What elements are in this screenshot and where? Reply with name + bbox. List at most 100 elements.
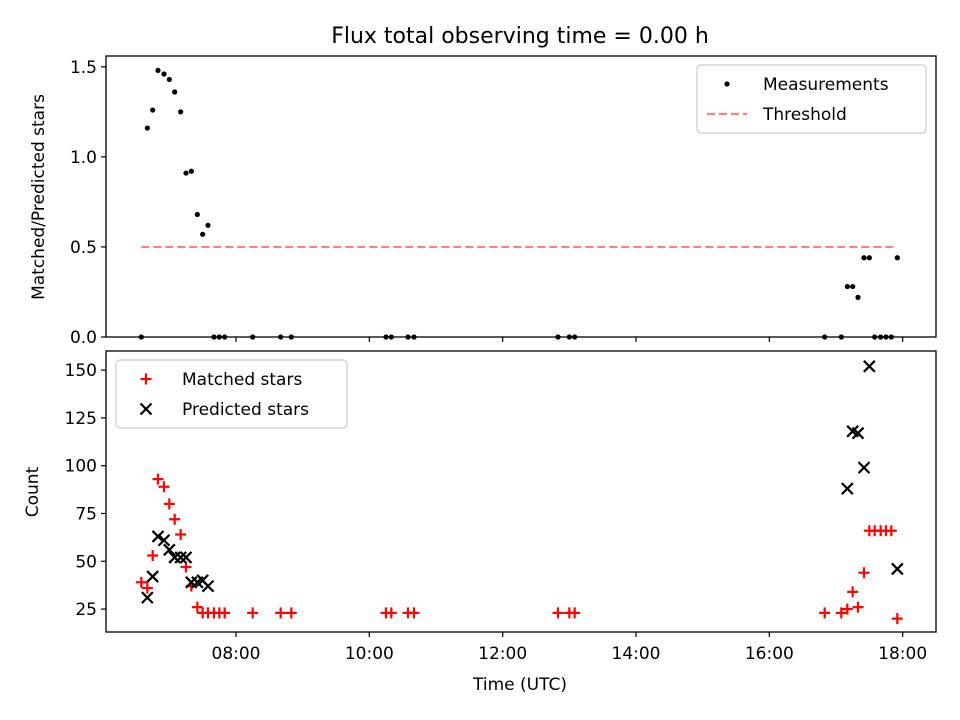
predicted-stars-point-b bbox=[141, 591, 154, 604]
measurements-point bbox=[200, 231, 206, 237]
measurements-point bbox=[150, 107, 156, 113]
bottom-xtick-label: 08:00 bbox=[212, 644, 261, 664]
predicted-stars-point-b bbox=[179, 551, 193, 564]
matched-stars-point bbox=[158, 481, 170, 493]
bottom-xtick-label: 16:00 bbox=[745, 644, 794, 664]
predicted-stars-point-b bbox=[863, 360, 876, 373]
bottom-xtick-label: 12:00 bbox=[478, 644, 527, 664]
matched-stars-point bbox=[180, 561, 192, 573]
bottom-panel: 25 50 75 100 125 150 08:00 10:00 12:00 14:00 16:00… bbox=[65, 350, 937, 664]
predicted-stars-point bbox=[841, 482, 854, 495]
top-panel: 0.0 0.5 1.0 1.5 Measurements Threshold bbox=[70, 55, 937, 348]
predicted-stars-point bbox=[891, 562, 904, 576]
matched-stars-point bbox=[152, 473, 164, 485]
predicted-stars-point bbox=[857, 461, 871, 474]
predicted-stars-point-b bbox=[841, 482, 854, 495]
predicted-stars-point-b bbox=[151, 530, 165, 543]
matched-stars-legend-label: Matched stars bbox=[182, 370, 302, 390]
matched-stars-point bbox=[847, 586, 859, 598]
top-ytick-label: 1.0 bbox=[70, 148, 97, 168]
bottom-y-axis-label: Count bbox=[23, 466, 43, 517]
measurements-point bbox=[205, 222, 211, 228]
matched-stars-point bbox=[191, 601, 203, 613]
predicted-stars-point-b bbox=[201, 579, 215, 593]
matched-stars-point bbox=[219, 607, 231, 619]
predicted-stars-point bbox=[151, 530, 165, 543]
matched-stars-point bbox=[175, 529, 187, 541]
predicted-stars-point-b bbox=[174, 551, 187, 564]
matched-stars-point bbox=[841, 603, 853, 615]
measurements-point bbox=[866, 255, 872, 261]
matched-stars-point bbox=[891, 613, 903, 625]
measurements-point bbox=[844, 283, 850, 290]
measurements-point bbox=[183, 170, 189, 176]
predicted-stars-point bbox=[174, 551, 187, 564]
measurements-legend-label: Measurements bbox=[763, 75, 889, 95]
measurements-point bbox=[855, 294, 861, 300]
measurements-point bbox=[172, 89, 178, 95]
top-ytick-label: 1.5 bbox=[70, 58, 97, 78]
matched-stars-point bbox=[163, 498, 175, 510]
predicted-stars-point-b bbox=[157, 533, 171, 547]
measurements-point bbox=[161, 71, 167, 77]
predicted-stars-legend-swatch bbox=[139, 402, 153, 416]
predicted-stars-point-b bbox=[163, 543, 176, 557]
bottom-ytick-label: 50 bbox=[75, 552, 97, 572]
matched-stars-point bbox=[141, 582, 153, 594]
matched-stars-point bbox=[147, 550, 159, 562]
predicted-stars-point-b bbox=[846, 425, 859, 438]
predicted-stars-point bbox=[146, 570, 159, 583]
x-axis-label: Time (UTC) bbox=[472, 675, 567, 695]
measurements-point bbox=[178, 109, 184, 115]
measurements-point bbox=[894, 255, 900, 261]
predicted-stars-point bbox=[201, 579, 215, 593]
predicted-stars-point-b bbox=[891, 562, 904, 576]
matched-stars-point bbox=[385, 607, 397, 619]
predicted-stars-point bbox=[141, 591, 154, 604]
measurements-point bbox=[850, 283, 856, 290]
matched-stars-point bbox=[275, 607, 287, 619]
bottom-ytick-label: 75 bbox=[75, 504, 97, 524]
measurements-legend-swatch bbox=[724, 81, 730, 87]
top-axes-frame bbox=[105, 55, 937, 338]
bottom-ytick-label: 100 bbox=[65, 457, 97, 477]
measurements-point bbox=[166, 76, 172, 83]
predicted-stars-legend-swatch-b bbox=[139, 402, 153, 416]
measurements-point bbox=[155, 67, 161, 74]
matched-stars-point bbox=[135, 576, 147, 588]
matched-stars-point bbox=[852, 601, 864, 613]
measurements-point bbox=[144, 125, 150, 131]
matched-stars-point bbox=[569, 607, 581, 619]
top-ytick-label: 0.0 bbox=[70, 328, 97, 348]
predicted-stars-point bbox=[157, 533, 171, 547]
measurements-point bbox=[194, 211, 200, 218]
matched-stars-point bbox=[247, 607, 259, 619]
measurements-point bbox=[188, 168, 194, 174]
matched-stars-point bbox=[819, 607, 831, 619]
threshold-legend-label: Threshold bbox=[762, 105, 847, 125]
bottom-xtick-label: 14:00 bbox=[612, 644, 661, 664]
top-y-axis-label: Matched/Predicted stars bbox=[29, 94, 49, 300]
matched-stars-point bbox=[835, 607, 847, 619]
predicted-stars-point-b bbox=[857, 461, 871, 474]
bottom-ytick-label: 150 bbox=[65, 361, 97, 381]
bottom-ytick-label: 125 bbox=[65, 409, 97, 429]
bottom-legend-box bbox=[115, 359, 348, 429]
top-ytick-label: 0.5 bbox=[70, 238, 97, 258]
matched-stars-point bbox=[169, 513, 181, 525]
top-legend-box bbox=[696, 64, 927, 134]
predicted-stars-legend-label: Predicted stars bbox=[182, 400, 309, 420]
matched-stars-legend-swatch bbox=[140, 373, 152, 385]
predicted-stars-point bbox=[851, 426, 865, 440]
matched-stars-point bbox=[552, 607, 564, 619]
predicted-stars-point-b bbox=[146, 570, 159, 583]
matched-stars-point bbox=[285, 607, 297, 619]
measurements-point bbox=[861, 255, 867, 261]
bottom-axes-frame bbox=[105, 350, 937, 633]
predicted-stars-point bbox=[863, 360, 876, 373]
bottom-ytick-label: 25 bbox=[75, 600, 97, 620]
predicted-stars-point bbox=[179, 551, 193, 564]
figure-title: Flux total observing time = 0.00 h bbox=[331, 24, 709, 49]
predicted-stars-point-b bbox=[196, 574, 209, 587]
